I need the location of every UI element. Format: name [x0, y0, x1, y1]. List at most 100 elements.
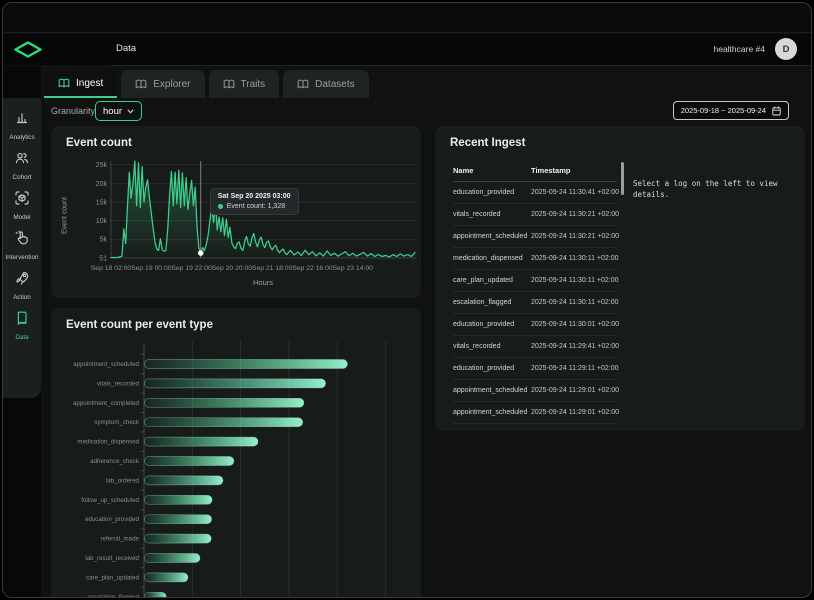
table-row[interactable]: care_plan_updated2025-09-24 11:30:11 +02…: [453, 270, 617, 292]
log-name: care_plan_updated: [453, 277, 531, 284]
log-timestamp: 2025-09-24 11:29:41 +02:00: [531, 343, 617, 350]
log-name: education_provided: [453, 365, 531, 372]
svg-text:appointment_scheduled: appointment_scheduled: [73, 361, 139, 368]
svg-text:care_plan_updated: care_plan_updated: [86, 574, 140, 581]
scrollbar-thumb[interactable]: [621, 162, 624, 195]
tab-explorer[interactable]: Explorer: [121, 70, 204, 98]
book-icon: [58, 78, 70, 88]
page-title: Data: [116, 43, 136, 54]
svg-text:appointment_completed: appointment_completed: [73, 400, 140, 407]
tab-bar: Ingest Explorer Traits Datasets: [44, 70, 369, 98]
log-name: appointment_scheduled: [453, 409, 531, 416]
sidebar-nav: Analytics Cohort Model Intervention Action Da…: [3, 98, 41, 398]
table-scrollbar[interactable]: [621, 162, 624, 417]
svg-text:Sep 22 16:00: Sep 22 16:00: [292, 265, 333, 272]
column-header-timestamp: Timestamp: [531, 166, 617, 175]
sidebar-item-label: Intervention: [6, 254, 39, 261]
recent-ingest-panel: Recent Ingest NameTimestampeducation_pro…: [435, 126, 805, 431]
svg-text:20k: 20k: [96, 181, 108, 188]
svg-text:Sep 23 14:00: Sep 23 14:00: [333, 265, 374, 272]
svg-text:Sep 19 00:00: Sep 19 00:00: [131, 265, 172, 272]
log-name: education_provided: [453, 321, 531, 328]
column-header-name: Name: [453, 166, 531, 175]
log-name: education_provided: [453, 189, 531, 196]
svg-text:education_provided: education_provided: [85, 516, 140, 523]
avatar[interactable]: D: [775, 38, 797, 60]
event-type-panel: Event count per event type appointment_s…: [51, 308, 421, 598]
table-row[interactable]: appointment_scheduled2025-09-24 11:29:01…: [453, 380, 617, 402]
granularity-value: hour: [103, 106, 122, 117]
svg-text:medication_dispensed: medication_dispensed: [77, 439, 139, 446]
tooltip-title: Sat Sep 20 2025 03:00: [218, 193, 291, 200]
table-row[interactable]: vitals_recorded2025-09-24 11:30:21 +02:0…: [453, 204, 617, 226]
log-timestamp: 2025-09-24 11:30:41 +02:00: [531, 189, 617, 196]
book-icon: [135, 79, 147, 89]
log-timestamp: 2025-09-24 11:30:11 +02:00: [531, 299, 617, 306]
chart-tooltip: Sat Sep 20 2025 03:00 Event count: 1,328: [210, 188, 299, 215]
tab-label: Ingest: [76, 78, 103, 89]
svg-text:escalation_flagged: escalation_flagged: [87, 594, 139, 598]
date-range-picker[interactable]: 2025-09-18 ~ 2025-09-24: [673, 101, 789, 120]
tab-ingest[interactable]: Ingest: [44, 70, 117, 98]
log-timestamp: 2025-09-24 11:29:11 +02:00: [531, 365, 617, 372]
calendar-icon: [772, 106, 781, 116]
detail-placeholder: Select a log on the left to view details…: [633, 178, 793, 201]
rocket-icon: [14, 270, 30, 291]
ingest-table: NameTimestampeducation_provided2025-09-2…: [453, 160, 617, 424]
svg-text:51: 51: [99, 255, 107, 262]
log-name: vitals_recorded: [453, 211, 531, 218]
svg-text:Sep 20 20:00: Sep 20 20:00: [212, 265, 253, 272]
svg-text:10k: 10k: [96, 218, 108, 225]
event-count-panel: Event count Event count 5k10k15k20k25k51…: [51, 126, 421, 298]
tab-traits[interactable]: Traits: [209, 70, 280, 98]
log-timestamp: 2025-09-24 11:30:21 +02:00: [531, 211, 617, 218]
table-row[interactable]: appointment_scheduled2025-09-24 11:30:21…: [453, 226, 617, 248]
log-timestamp: 2025-09-24 11:29:01 +02:00: [531, 387, 617, 394]
table-row[interactable]: appointment_scheduled2025-09-24 11:29:01…: [453, 402, 617, 424]
table-row[interactable]: education_provided2025-09-24 11:30:01 +0…: [453, 314, 617, 336]
chevron-down-icon: [127, 109, 134, 114]
workspace-name[interactable]: healthcare #4: [713, 44, 765, 54]
svg-text:15k: 15k: [96, 199, 108, 206]
series-dot-icon: [218, 204, 223, 209]
svg-text:Sep 19 22:00: Sep 19 22:00: [171, 265, 212, 272]
table-row[interactable]: medication_dispensed2025-09-24 11:30:11 …: [453, 248, 617, 270]
sidebar-item-intervention[interactable]: Intervention: [6, 230, 39, 261]
log-timestamp: 2025-09-24 11:29:01 +02:00: [531, 409, 617, 416]
sidebar-item-cohort[interactable]: Cohort: [13, 150, 32, 181]
tab-label: Explorer: [153, 79, 190, 90]
log-timestamp: 2025-09-24 11:30:11 +02:00: [531, 277, 617, 284]
svg-text:adherence_check: adherence_check: [90, 458, 140, 465]
sidebar-item-label: Model: [13, 214, 30, 221]
sidebar-item-analytics[interactable]: Analytics: [9, 110, 34, 141]
sidebar-item-label: Cohort: [13, 174, 32, 181]
window-chrome: [3, 3, 811, 33]
table-row[interactable]: education_provided2025-09-24 11:29:11 +0…: [453, 358, 617, 380]
table-row[interactable]: escalation_flagged2025-09-24 11:30:11 +0…: [453, 292, 617, 314]
sidebar-item-label: Action: [13, 294, 31, 301]
svg-text:Sep 21 18:00: Sep 21 18:00: [252, 265, 293, 272]
log-timestamp: 2025-09-24 11:30:21 +02:00: [531, 233, 617, 240]
people-icon: [14, 150, 30, 171]
log-name: appointment_scheduled: [453, 387, 531, 394]
svg-text:lab_result_received: lab_result_received: [85, 555, 139, 562]
app-header: Data healthcare #4 D: [3, 34, 811, 65]
event-type-bar-chart[interactable]: appointment_scheduledvitals_recordedappo…: [51, 334, 421, 598]
sidebar-item-data[interactable]: Data: [14, 310, 30, 341]
granularity-select[interactable]: hour: [95, 101, 142, 121]
table-row[interactable]: vitals_recorded2025-09-24 11:29:41 +02:0…: [453, 336, 617, 358]
line-chart-title: Event count: [66, 137, 132, 149]
sidebar-item-model[interactable]: Model: [13, 190, 30, 221]
pointer-hand-icon: [14, 230, 30, 251]
tab-datasets[interactable]: Datasets: [283, 70, 368, 98]
sidebar-item-action[interactable]: Action: [13, 270, 31, 301]
logo-icon: [14, 41, 42, 58]
log-name: medication_dispensed: [453, 255, 531, 262]
tab-label: Traits: [241, 79, 266, 90]
table-row[interactable]: education_provided2025-09-24 11:30:41 +0…: [453, 182, 617, 204]
bar-chart-title: Event count per event type: [66, 319, 213, 331]
event-count-line-chart[interactable]: 5k10k15k20k25k51Sep 18 02:00Sep 19 00:00…: [51, 152, 421, 298]
app: Data healthcare #4 D Analytics Cohort Mode…: [0, 0, 814, 600]
toolbar: Granularity hour 2025-09-18 ~ 2025-09-24: [51, 100, 799, 124]
main-content: Ingest Explorer Traits Datasets Granularity…: [41, 66, 811, 597]
